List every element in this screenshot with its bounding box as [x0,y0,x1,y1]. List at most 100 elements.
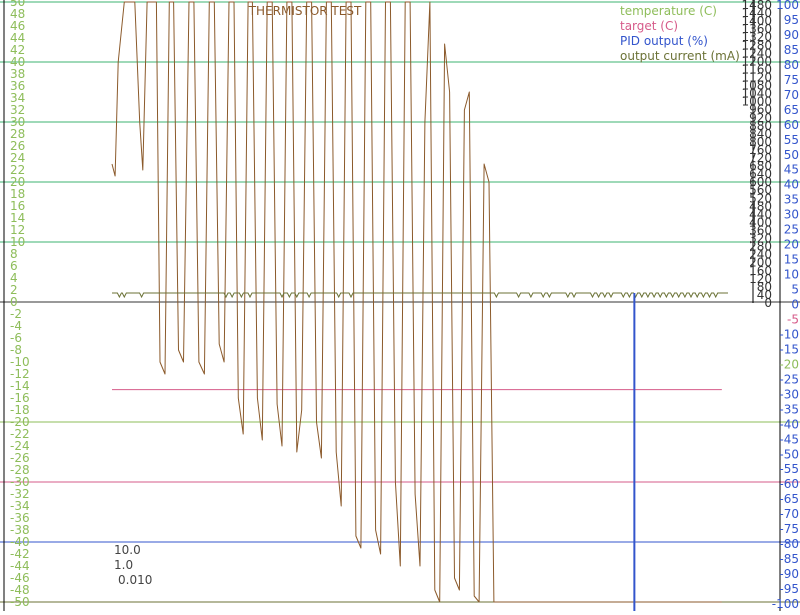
temperature-axis: 5048464442403836343230282624222018161412… [3,0,30,611]
pid-tick-label: 15 [784,253,799,267]
temperature-tick-label: -14 [10,379,30,393]
temperature-tick-label: -4 [10,319,22,333]
pid-tick-label: -10 [779,327,799,341]
current-tick-label: 520 [749,191,772,205]
legend-entry-temperature: temperature (C) [620,4,717,18]
current-axis: 1480144014001360132012801240120011601120… [741,0,772,310]
temperature-tick-label: 32 [10,103,25,117]
pid-tick-label: 55 [784,133,799,147]
current-tick-label: 400 [749,215,772,229]
pid-tick-label: -80 [779,537,799,551]
pid-params: 10.0 1.0 0.010 [114,543,152,587]
current-tick-label: 1400 [741,14,772,28]
temperature-tick-label: 38 [10,67,25,81]
current-tick-label: 120 [749,272,772,286]
current-tick-label: 40 [757,288,772,302]
pid-tick-label: -5 [787,312,799,326]
current-tick-label: 920 [749,111,772,125]
pid-tick-label: 10 [784,268,799,282]
temperature-tick-label: -46 [10,571,30,585]
pid-tick-label: -75 [779,522,799,536]
temperature-tick-label: 14 [10,211,25,225]
current-trace [112,292,728,299]
temperature-tick-label: -42 [10,547,30,561]
current-tick-label: 560 [749,183,772,197]
current-tick-label: 320 [749,232,772,246]
temperature-tick-label: 36 [10,79,25,93]
temperature-tick-label: 30 [10,115,25,129]
current-tick-label: 280 [749,240,772,254]
current-tick-label: 1160 [741,62,772,76]
temperature-tick-label: 0 [10,295,18,309]
pid-tick-label: -70 [779,507,799,521]
current-tick-label: 1080 [741,79,772,93]
pid-tick-label: 45 [784,163,799,177]
pid-tick-label: -95 [779,582,799,596]
current-tick-label: 1440 [741,6,772,20]
temperature-tick-label: -22 [10,427,30,441]
temperature-tick-label: -12 [10,367,30,381]
pid-tick-label: -40 [779,417,799,431]
pid-tick-label: -50 [779,447,799,461]
pid-tick-label: 35 [784,193,799,207]
legend-entry-target: target (C) [620,19,678,33]
temperature-tick-label: -36 [10,511,30,525]
current-tick-label: 1200 [741,54,772,68]
current-tick-label: 360 [749,224,772,238]
pid-tick-label: 5 [791,283,799,297]
temperature-tick-label: -26 [10,451,30,465]
temperature-tick-label: -44 [10,559,30,573]
current-tick-label: 480 [749,199,772,213]
pid-tick-label: -85 [779,552,799,566]
temperature-tick-label: 6 [10,259,18,273]
pid-tick-label: -30 [779,387,799,401]
temperature-tick-label: -24 [10,439,30,453]
temperature-tick-label: -38 [10,523,30,537]
temperature-tick-label: 46 [10,19,25,33]
pid-tick-label: 80 [784,58,799,72]
pid-tick-label: -55 [779,462,799,476]
temperature-tick-label: -40 [10,535,30,549]
pid-tick-label: -60 [779,477,799,491]
pid-tick-label: 60 [784,118,799,132]
temperature-tick-label: 20 [10,175,25,189]
current-tick-label: 1240 [741,46,772,60]
legend-entry-output-current: output current (mA) [620,49,740,63]
temperature-tick-label: 8 [10,247,18,261]
temperature-tick-label: -32 [10,487,30,501]
temperature-tick-label: -2 [10,307,22,321]
current-tick-label: 960 [749,103,772,117]
pid-param-kd: 0.010 [118,573,152,587]
current-tick-label: 760 [749,143,772,157]
temperature-tick-label: 48 [10,7,25,21]
current-tick-label: 1040 [741,87,772,101]
current-tick-label: 640 [749,167,772,181]
chart-title: THERMISTOR TEST [248,4,362,18]
pid-tick-label: 65 [784,103,799,117]
temperature-tick-label: -10 [10,355,30,369]
temperature-tick-label: 34 [10,91,25,105]
pid-tick-label: 50 [784,148,799,162]
temperature-tick-label: 18 [10,187,25,201]
temperature-tick-label: 24 [10,151,25,165]
pid-tick-label: 100 [776,0,799,12]
current-tick-label: 1480 [741,0,772,12]
pid-tick-label: -35 [779,402,799,416]
current-tick-label: 440 [749,207,772,221]
pid-tick-label: -65 [779,492,799,506]
temperature-tick-label: 44 [10,31,25,45]
current-tick-label: 80 [757,280,772,294]
pid-tick-label: 20 [784,238,799,252]
temperature-tick-label: 22 [10,163,25,177]
temperature-tick-label: -50 [10,595,30,609]
temperature-tick-label: 16 [10,199,25,213]
pid-tick-label: 75 [784,73,799,87]
temperature-tick-label: -8 [10,343,22,357]
current-tick-label: 240 [749,248,772,262]
pid-tick-label: 0 [791,298,799,312]
pid-tick-label: -20 [779,357,799,371]
current-tick-label: 840 [749,127,772,141]
current-tick-label: 880 [749,119,772,133]
